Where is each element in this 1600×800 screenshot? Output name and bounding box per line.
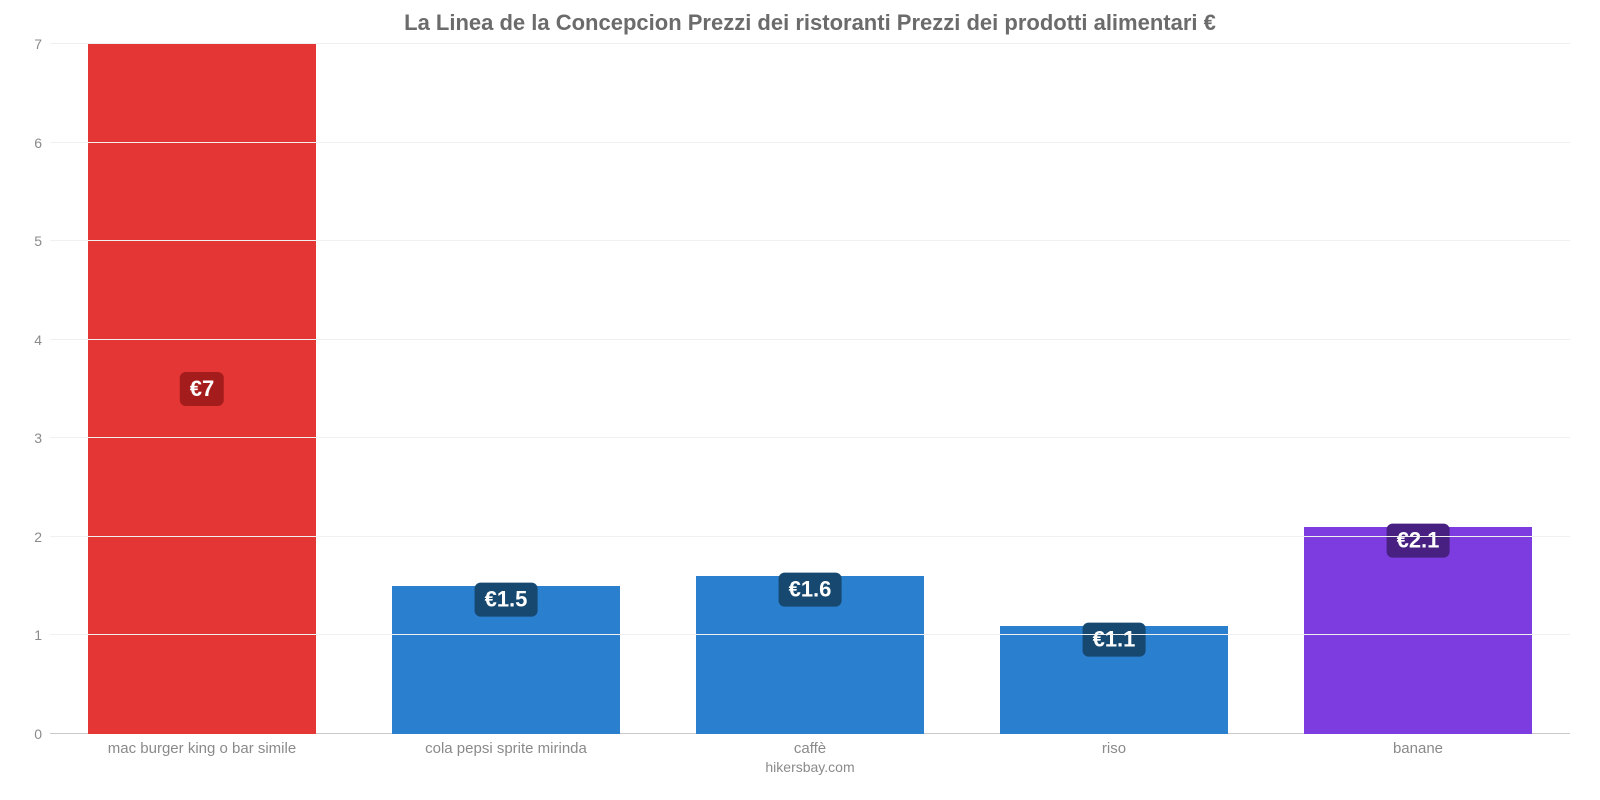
bar: €1.1 [1000,626,1228,734]
y-tick-label: 4 [34,332,50,348]
y-tick-label: 5 [34,233,50,249]
value-badge: €1.1 [1083,622,1146,656]
x-axis-labels: mac burger king o bar similecola pepsi s… [50,740,1570,757]
bar-slot: €1.5 [354,44,658,734]
value-badge: €2.1 [1387,524,1450,558]
y-tick-label: 3 [34,430,50,446]
y-tick-label: 0 [34,726,50,742]
grid-line [50,339,1570,340]
value-badge: €1.6 [779,573,842,607]
y-tick-label: 2 [34,529,50,545]
value-badge: €7 [180,372,224,406]
grid-line [50,536,1570,537]
grid-line [50,43,1570,44]
x-axis-label: cola pepsi sprite mirinda [354,740,658,757]
bar-slot: €7 [50,44,354,734]
chart-footer: hikersbay.com [50,759,1570,775]
bar: €1.6 [696,576,924,734]
bar: €1.5 [392,586,620,734]
price-chart: La Linea de la Concepcion Prezzi dei ris… [0,0,1600,800]
grid-line [50,634,1570,635]
value-badge: €1.5 [475,583,538,617]
y-tick-label: 7 [34,36,50,52]
bar-slot: €2.1 [1266,44,1570,734]
bars-container: €7 €1.5 €1.6 €1.1 €2.1 [50,44,1570,734]
plot-area: €7€1.5€1.6€1.1€2.1 01234567 [50,44,1570,734]
x-axis-label: mac burger king o bar simile [50,740,354,757]
bar-slot: €1.6 [658,44,962,734]
y-tick-label: 6 [34,135,50,151]
y-tick-label: 1 [34,627,50,643]
bar: €7 [88,44,316,734]
x-axis-label: banane [1266,740,1570,757]
bar-slot: €1.1 [962,44,1266,734]
x-axis-label: riso [962,740,1266,757]
x-axis-label: caffè [658,740,962,757]
grid-line [50,437,1570,438]
grid-line [50,142,1570,143]
bar: €2.1 [1304,527,1532,734]
grid-line [50,240,1570,241]
chart-title: La Linea de la Concepcion Prezzi dei ris… [50,10,1570,36]
